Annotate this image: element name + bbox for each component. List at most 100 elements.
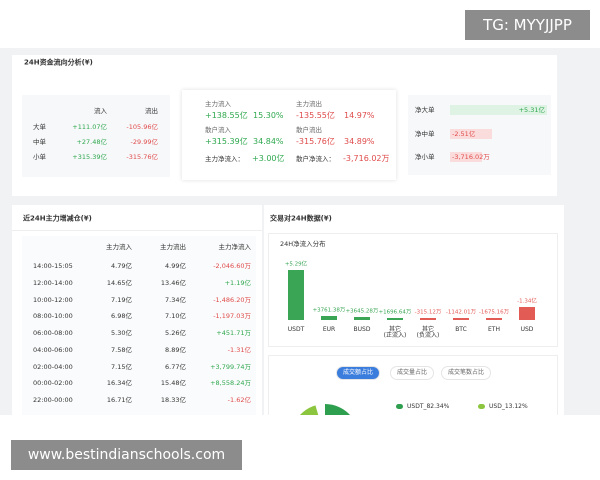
order-value: +5.31亿 — [518, 105, 545, 114]
cell: 7.19亿 — [111, 295, 132, 304]
cell: 7.58亿 — [111, 345, 132, 354]
app: 24H资金流向分析(¥) 流入 流出 大单 +111.07亿 -105.96亿 中单 +27.… — [0, 48, 600, 415]
cell: 7.34亿 — [165, 295, 186, 304]
cell: 15.48亿 — [160, 379, 186, 387]
tab[interactable]: 成交笔数占比 — [440, 366, 492, 380]
data-label: -1675.16万 — [478, 309, 510, 316]
bar — [519, 307, 535, 320]
legend-label: USD_13.12% — [489, 403, 528, 410]
cell: +3,799.74万 — [210, 362, 251, 371]
row-label: 08:00-10:00 — [33, 312, 73, 320]
bar — [420, 318, 436, 320]
cell: 6.77亿 — [165, 362, 186, 371]
cell: -1.31亿 — [227, 345, 251, 354]
row-label: 10:00-12:00 — [33, 295, 73, 304]
row-label: 中单 — [33, 137, 46, 146]
row-label: 02:00-04:00 — [33, 362, 73, 371]
cell: -1,486.20万 — [213, 295, 251, 304]
cell: -2,046.60万 — [213, 261, 251, 270]
summary-pct: 34.84% — [253, 137, 284, 146]
cell: -105.96亿 — [126, 122, 158, 131]
category-label: 其它(负流入) — [416, 326, 440, 339]
cell: +27.48亿 — [76, 137, 107, 146]
cell: -1.62亿 — [227, 395, 251, 404]
cell: 7.15亿 — [111, 362, 132, 371]
data-label: +5.29亿 — [284, 261, 308, 268]
column-header: 主力流出 — [160, 242, 186, 251]
summary-pct: 34.89% — [344, 137, 375, 146]
panel-title: 交易对24H数据(¥) — [270, 214, 332, 223]
legend-swatch — [396, 404, 403, 409]
order-label: 净中单 — [415, 129, 435, 138]
cell: 6.98亿 — [111, 312, 132, 320]
panel-title: 24H资金流向分析(¥) — [24, 58, 93, 67]
cell: 16.71亿 — [106, 395, 132, 404]
legend-swatch — [478, 404, 485, 409]
category-label: BTC — [455, 326, 467, 333]
row-label: 大单 — [33, 122, 46, 131]
order-label: 净大单 — [415, 105, 435, 114]
order-label: 净小单 — [415, 152, 435, 161]
category-label: ETH — [488, 326, 500, 333]
cell: +315.39亿 — [72, 152, 107, 161]
bar — [486, 318, 502, 320]
cell: 13.46亿 — [160, 278, 186, 287]
summary-label: 散户流出 — [296, 125, 322, 134]
row-label: 22:00-00:00 — [33, 395, 73, 404]
cell: 16.34亿 — [106, 379, 132, 387]
net-label: 主力净流入： — [205, 154, 244, 163]
cell: 4.99亿 — [165, 261, 186, 270]
row-label: 小单 — [33, 152, 46, 161]
bar — [288, 270, 304, 320]
cell: 5.26亿 — [165, 328, 186, 337]
net-label: 散户净流入： — [296, 154, 335, 163]
cell: 8.89亿 — [165, 345, 186, 354]
order-bar — [450, 152, 482, 162]
category-label: USD — [520, 326, 534, 333]
bar-box — [268, 233, 558, 347]
watermark: www.bestindianschools.com — [11, 440, 242, 470]
column-header: 主力流入 — [106, 242, 132, 251]
cell: +8,558.24万 — [210, 379, 251, 387]
row-label: 12:00-14:00 — [33, 278, 73, 287]
donut — [299, 404, 351, 415]
summary-box — [182, 90, 396, 180]
row-label: 06:00-08:00 — [33, 328, 73, 337]
watermark: TG: MYYJJPP — [465, 10, 590, 40]
summary-value: +315.39亿 — [205, 137, 248, 146]
data-label: -1142.01万 — [445, 309, 477, 316]
pie-slice — [325, 404, 351, 415]
data-label: +3761.38万 — [312, 307, 346, 314]
cell: -315.76亿 — [126, 152, 158, 161]
summary-value: -135.55亿 — [296, 111, 335, 120]
summary-pct: 15.30% — [253, 111, 284, 120]
cell: +111.07亿 — [72, 122, 107, 131]
order-bar — [450, 105, 547, 115]
category-label: 其它(正流入) — [383, 326, 407, 339]
order-value: -3,716.02万 — [452, 152, 490, 161]
chart-title: 24H净流入分布 — [280, 239, 326, 248]
category-label: BUSD — [353, 326, 371, 333]
position-table — [22, 236, 256, 415]
bar — [354, 316, 370, 320]
data-label: -1.34亿 — [517, 298, 537, 305]
cell: 14.65亿 — [106, 278, 132, 287]
divider — [12, 230, 262, 231]
panel-title: 近24H主力增减仓(¥) — [23, 214, 92, 223]
summary-label: 主力流出 — [296, 99, 322, 108]
data-label: +1696.64万 — [378, 309, 412, 316]
cell: +1.19亿 — [224, 278, 251, 287]
cell: 7.10亿 — [165, 312, 186, 320]
cell: -1,197.03万 — [213, 312, 251, 320]
flow-table-box — [22, 95, 170, 177]
bar — [453, 318, 469, 320]
summary-label: 散户流入 — [205, 125, 231, 134]
column-header: 主力净流入 — [218, 242, 252, 251]
tab[interactable]: 成交量占比 — [389, 366, 435, 380]
tab[interactable]: 成交额占比 — [335, 366, 381, 380]
cell: +451.71万 — [216, 328, 251, 337]
summary-value: -315.76亿 — [296, 137, 335, 146]
cell: -29.99亿 — [130, 137, 158, 146]
row-label: 00:00-02:00 — [33, 379, 73, 387]
